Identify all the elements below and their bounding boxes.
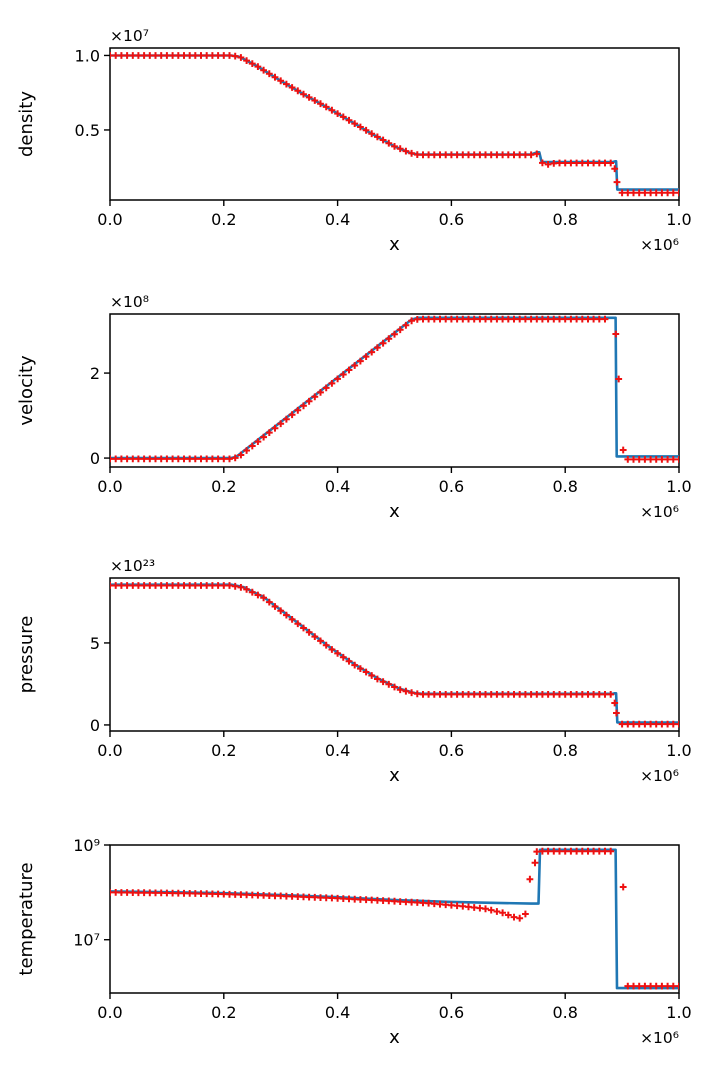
- y-tick-label: 2: [90, 364, 100, 383]
- x-axis-label: x: [389, 234, 400, 255]
- y-axis-label: temperature: [16, 862, 37, 975]
- x-tick-label: 0.4: [325, 477, 350, 496]
- x-tick-label: 0.6: [439, 210, 464, 229]
- y-offset-label: ×10²³: [110, 557, 155, 575]
- data-line: [110, 316, 679, 460]
- x-tick-label: 1.0: [666, 1003, 691, 1022]
- x-tick-label: 0.6: [439, 741, 464, 760]
- y-tick-label: 1.0: [75, 46, 100, 65]
- x-tick-label: 0.4: [325, 741, 350, 760]
- x-offset-label: ×10⁶: [640, 1029, 679, 1047]
- y-tick-label: 5: [90, 634, 100, 653]
- y-tick-label: 10⁷: [73, 931, 100, 950]
- x-tick-label: 1.0: [666, 210, 691, 229]
- pressure-subplot: 0.0 0.2 0.4 0.6 0.8 1.0 0 5 x ×10⁶ ×10²³ pressure: [16, 557, 692, 786]
- x-tick-label: 0.0: [97, 210, 122, 229]
- x-tick-label: 0.8: [552, 477, 577, 496]
- y-axis-label: velocity: [16, 355, 37, 426]
- x-axis-label: x: [389, 501, 400, 522]
- data-line: [110, 54, 679, 191]
- x-tick-label: 0.0: [97, 741, 122, 760]
- x-tick-label: 0.2: [211, 477, 236, 496]
- x-tick-label: 0.6: [439, 1003, 464, 1022]
- x-tick-label: 0.2: [211, 741, 236, 760]
- y-axis-label: pressure: [16, 616, 37, 694]
- density-subplot: 0.0 0.2 0.4 0.6 0.8 1.0 0.5 1.0 x ×10⁶ ×10⁷ density: [16, 27, 692, 255]
- y-tick-label: 0.5: [75, 121, 100, 140]
- velocity-subplot: 0.0 0.2 0.4 0.6 0.8 1.0 0 2 x ×10⁶ ×10⁸ velocity: [16, 293, 692, 522]
- x-tick-label: 0.4: [325, 210, 350, 229]
- x-tick-label: 1.0: [666, 477, 691, 496]
- x-tick-label: 0.0: [97, 1003, 122, 1022]
- y-axis-label: density: [16, 91, 37, 157]
- y-tick-label: 10⁹: [73, 836, 100, 855]
- x-offset-label: ×10⁶: [640, 236, 679, 254]
- data-markers: [110, 847, 679, 990]
- x-offset-label: ×10⁶: [640, 767, 679, 785]
- plot-frame: [109, 47, 680, 201]
- y-tick-label: 0: [90, 716, 100, 735]
- y-offset-label: ×10⁸: [110, 293, 149, 311]
- x-axis-label: x: [389, 1027, 400, 1048]
- plot-frame: [109, 313, 680, 468]
- x-tick-label: 0.6: [439, 477, 464, 496]
- x-tick-label: 0.0: [97, 477, 122, 496]
- y-tick-label: 0: [90, 449, 100, 468]
- x-tick-label: 0.4: [325, 1003, 350, 1022]
- data-markers: [110, 582, 679, 728]
- x-tick-label: 0.8: [552, 741, 577, 760]
- data-markers: [110, 52, 679, 197]
- x-tick-label: 0.2: [211, 1003, 236, 1022]
- temperature-subplot: 0.0 0.2 0.4 0.6 0.8 1.0 10⁷ 10⁹ x ×10⁶ temperature: [16, 836, 692, 1048]
- x-tick-label: 0.8: [552, 1003, 577, 1022]
- x-offset-label: ×10⁶: [640, 503, 679, 521]
- plot-frame: [109, 844, 680, 994]
- y-offset-label: ×10⁷: [110, 27, 149, 45]
- x-tick-label: 0.8: [552, 210, 577, 229]
- x-tick-label: 0.2: [211, 210, 236, 229]
- data-line: [110, 583, 679, 724]
- x-axis-label: x: [389, 765, 400, 786]
- data-line: [110, 848, 679, 990]
- x-tick-label: 1.0: [666, 741, 691, 760]
- plot-frame: [109, 577, 680, 732]
- data-markers: [110, 315, 679, 463]
